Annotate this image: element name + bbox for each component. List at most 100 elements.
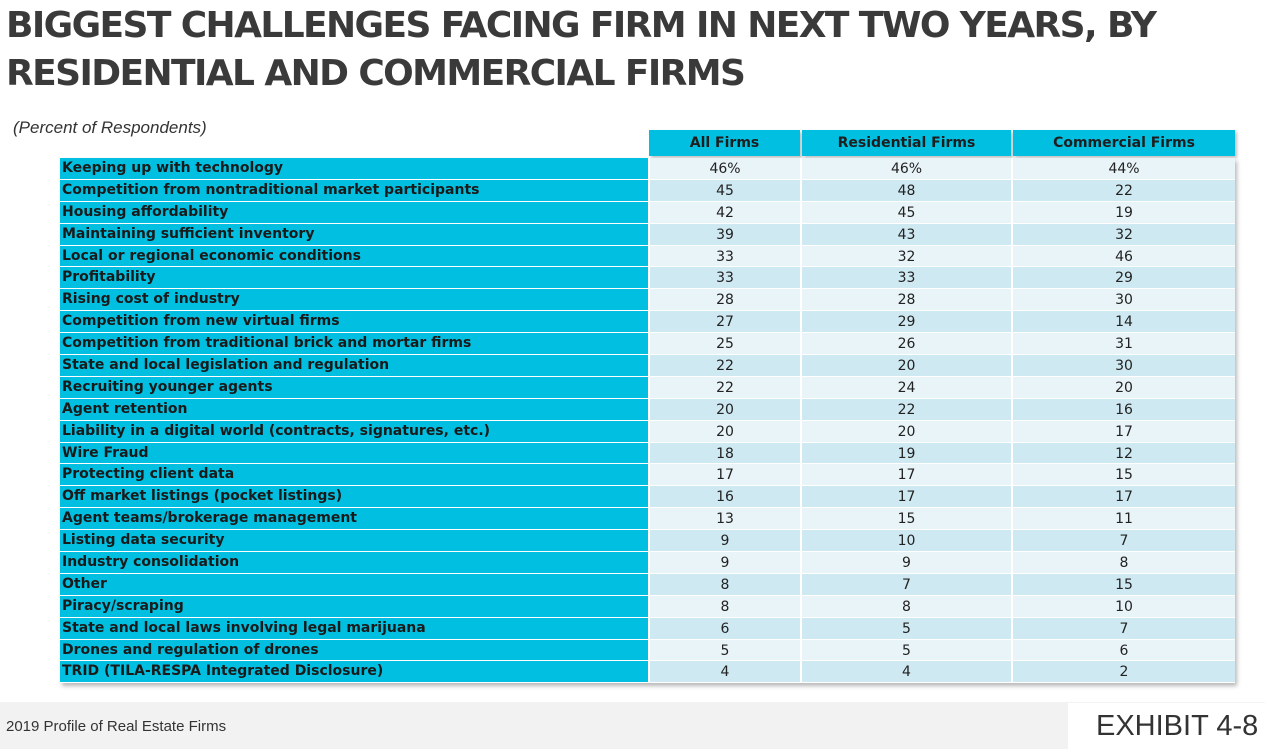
- table-row: Agent teams/brokerage management 13 15 11: [60, 508, 1235, 531]
- value-residential-firms: 48: [800, 179, 1011, 201]
- table-row: Local or regional economic conditions 33 3…: [60, 245, 1235, 268]
- value-residential-firms: 17: [800, 486, 1011, 508]
- value-commercial-firms: 11: [1011, 508, 1235, 530]
- value-commercial-firms: 20: [1011, 376, 1235, 398]
- table-row: Liability in a digital world (contracts,…: [60, 420, 1235, 443]
- value-all-firms: 46%: [648, 158, 800, 179]
- value-all-firms: 28: [648, 289, 800, 311]
- value-all-firms: 33: [648, 267, 800, 289]
- table-row: Other 8 7 15: [60, 573, 1235, 596]
- footer-bar: [0, 702, 1265, 749]
- value-commercial-firms: 8: [1011, 552, 1235, 573]
- table-row: TRID (TILA-RESPA Integrated Disclosure) 4…: [60, 661, 1235, 684]
- row-label: Wire Fraud: [60, 442, 648, 464]
- value-commercial-firms: 7: [1011, 617, 1235, 639]
- value-residential-firms: 32: [800, 245, 1011, 267]
- value-commercial-firms: 30: [1011, 289, 1235, 311]
- value-commercial-firms: 12: [1011, 442, 1235, 464]
- row-label: Piracy/scraping: [60, 595, 648, 617]
- value-residential-firms: 26: [800, 333, 1011, 355]
- row-label: Competition from traditional brick and m…: [60, 333, 648, 355]
- value-commercial-firms: 17: [1011, 486, 1235, 508]
- column-header-residential-firms: Residential Firms: [802, 130, 1011, 156]
- row-label: Agent retention: [60, 398, 648, 420]
- table-row: State and local laws involving legal mar…: [60, 617, 1235, 640]
- row-label: Drones and regulation of drones: [60, 639, 648, 661]
- row-label: Profitability: [60, 267, 648, 289]
- value-residential-firms: 45: [800, 201, 1011, 223]
- value-all-firms: 18: [648, 442, 800, 464]
- value-residential-firms: 46%: [800, 158, 1011, 179]
- value-all-firms: 8: [648, 595, 800, 617]
- row-label: Competition from new virtual firms: [60, 311, 648, 333]
- table-row: Keeping up with technology 46% 46% 44%: [60, 158, 1235, 180]
- value-all-firms: 13: [648, 508, 800, 530]
- value-residential-firms: 9: [800, 552, 1011, 573]
- value-all-firms: 27: [648, 311, 800, 333]
- value-all-firms: 4: [648, 661, 800, 683]
- row-label: Rising cost of industry: [60, 289, 648, 311]
- row-label: Liability in a digital world (contracts,…: [60, 420, 648, 442]
- value-all-firms: 17: [648, 464, 800, 486]
- value-residential-firms: 29: [800, 311, 1011, 333]
- table-row: Agent retention 20 22 16: [60, 398, 1235, 421]
- row-label: Competition from nontraditional market p…: [60, 179, 648, 201]
- table-row: Competition from traditional brick and m…: [60, 333, 1235, 356]
- table-row: Industry consolidation 9 9 8: [60, 552, 1235, 574]
- row-label: Industry consolidation: [60, 552, 648, 573]
- value-residential-firms: 4: [800, 661, 1011, 683]
- value-commercial-firms: 7: [1011, 530, 1235, 552]
- value-all-firms: 45: [648, 179, 800, 201]
- value-commercial-firms: 44%: [1011, 158, 1235, 179]
- row-label: Maintaining sufficient inventory: [60, 223, 648, 245]
- value-all-firms: 25: [648, 333, 800, 355]
- row-label: Listing data security: [60, 530, 648, 552]
- value-all-firms: 22: [648, 355, 800, 376]
- value-commercial-firms: 29: [1011, 267, 1235, 289]
- value-all-firms: 9: [648, 530, 800, 552]
- footer-source: 2019 Profile of Real Estate Firms: [6, 718, 227, 735]
- table-row: Listing data security 9 10 7: [60, 530, 1235, 553]
- value-residential-firms: 43: [800, 223, 1011, 245]
- table-subtitle: (Percent of Respondents): [13, 118, 207, 137]
- row-label: Housing affordability: [60, 201, 648, 223]
- table-row: Competition from new virtual firms 27 29 14: [60, 311, 1235, 334]
- row-label: Local or regional economic conditions: [60, 245, 648, 267]
- table-row: Profitability 33 33 29: [60, 267, 1235, 290]
- value-residential-firms: 33: [800, 267, 1011, 289]
- value-commercial-firms: 31: [1011, 333, 1235, 355]
- row-label: State and local legislation and regulati…: [60, 355, 648, 376]
- value-all-firms: 33: [648, 245, 800, 267]
- column-header-commercial-firms: Commercial Firms: [1013, 130, 1235, 156]
- table-row: Piracy/scraping 8 8 10: [60, 595, 1235, 618]
- value-residential-firms: 20: [800, 420, 1011, 442]
- row-label: Off market listings (pocket listings): [60, 486, 648, 508]
- value-residential-firms: 7: [800, 573, 1011, 595]
- value-residential-firms: 20: [800, 355, 1011, 376]
- column-header-all-firms: All Firms: [649, 130, 800, 156]
- table-row: Housing affordability 42 45 19: [60, 201, 1235, 224]
- value-residential-firms: 22: [800, 398, 1011, 420]
- value-commercial-firms: 22: [1011, 179, 1235, 201]
- value-all-firms: 6: [648, 617, 800, 639]
- value-all-firms: 8: [648, 573, 800, 595]
- row-label: Protecting client data: [60, 464, 648, 486]
- table-row: Off market listings (pocket listings) 16 1…: [60, 486, 1235, 509]
- row-label: TRID (TILA-RESPA Integrated Disclosure): [60, 661, 648, 683]
- value-all-firms: 42: [648, 201, 800, 223]
- table-row: Recruiting younger agents 22 24 20: [60, 376, 1235, 399]
- value-all-firms: 9: [648, 552, 800, 573]
- table-row: Maintaining sufficient inventory 39 43 32: [60, 223, 1235, 246]
- value-commercial-firms: 19: [1011, 201, 1235, 223]
- value-residential-firms: 24: [800, 376, 1011, 398]
- table-row: Wire Fraud 18 19 12: [60, 442, 1235, 465]
- table-row: Rising cost of industry 28 28 30: [60, 289, 1235, 312]
- value-residential-firms: 15: [800, 508, 1011, 530]
- value-all-firms: 22: [648, 376, 800, 398]
- value-commercial-firms: 46: [1011, 245, 1235, 267]
- value-commercial-firms: 10: [1011, 595, 1235, 617]
- value-residential-firms: 19: [800, 442, 1011, 464]
- row-label: Other: [60, 573, 648, 595]
- table-row: Protecting client data 17 17 15: [60, 464, 1235, 487]
- value-all-firms: 20: [648, 420, 800, 442]
